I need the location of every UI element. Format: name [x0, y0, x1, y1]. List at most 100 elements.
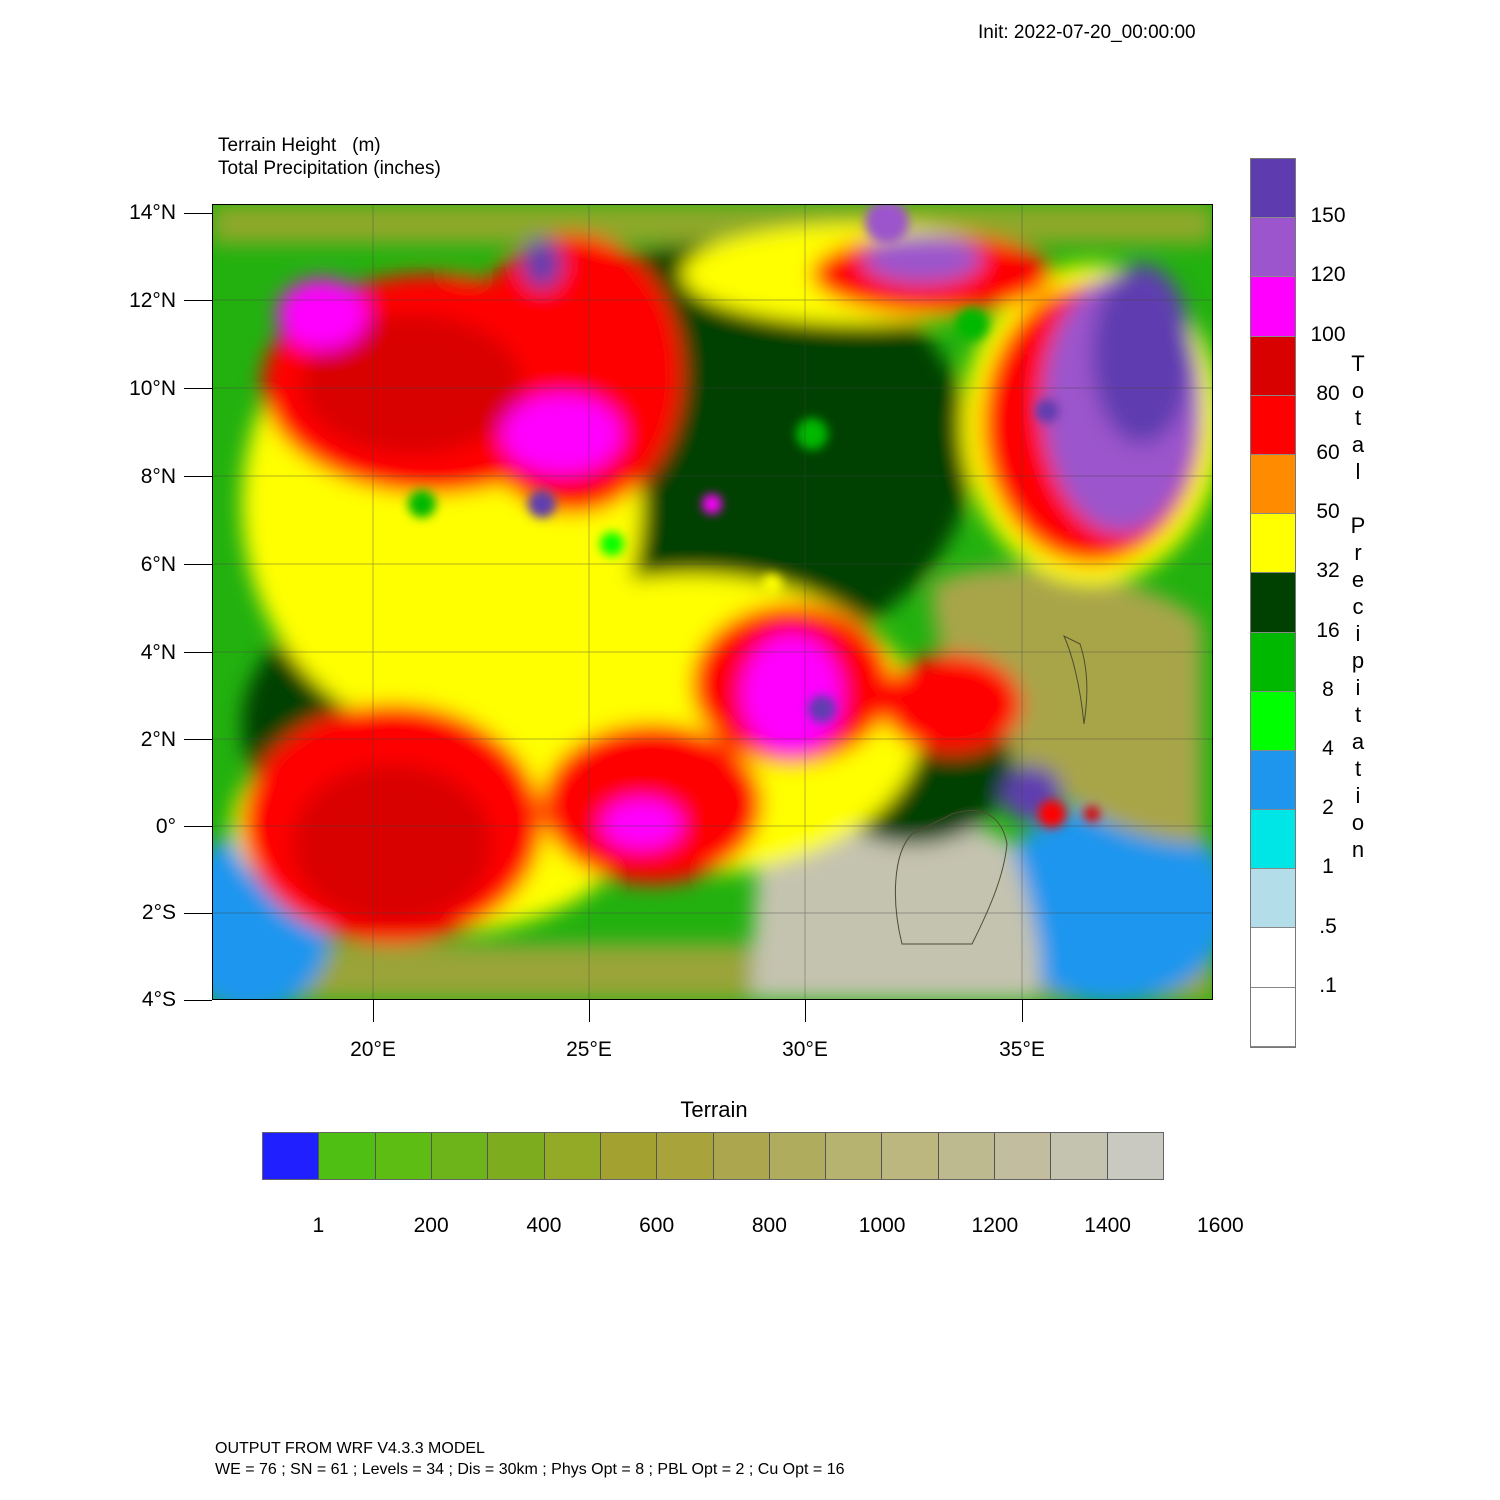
lat-label: 2°S: [141, 901, 176, 924]
terrain-colorbar-cell: [319, 1133, 376, 1179]
model-info: OUTPUT FROM WRF V4.3.3 MODEL WE = 76 ; S…: [215, 1438, 845, 1480]
precipitation-map: [212, 204, 1213, 1000]
precip-colorbar-label: 1: [1322, 855, 1334, 879]
precip-colorbar-label: 60: [1316, 441, 1340, 464]
precip-field-title: Total Precipitation (inches): [218, 158, 441, 179]
precip-colorbar-label: 100: [1310, 322, 1346, 346]
precip-colorbar-label: 150: [1310, 204, 1346, 228]
terrain-colorbar-label: 1600: [1197, 1214, 1244, 1237]
model-settings: WE = 76 ; SN = 61 ; Levels = 34 ; Dis = …: [215, 1461, 845, 1478]
terrain-colorbar-label: 600: [639, 1214, 675, 1237]
precip-legend-title-letter: i: [1355, 621, 1361, 646]
terrain-colorbar-label: 800: [751, 1214, 787, 1237]
map-border: [212, 204, 1213, 1000]
lake-victoria-outline: [895, 810, 1008, 945]
lat-tick: [184, 913, 212, 914]
init-time: Init: 2022-07-20_00:00:00: [978, 22, 1196, 43]
precip-colorbar-cell: [1251, 987, 1295, 1047]
precip-legend-title-letter: c: [1352, 594, 1364, 619]
lon-tick: [373, 1000, 374, 1022]
lat-label: 0°: [155, 815, 176, 838]
lat-tick: [184, 300, 212, 301]
model-version: OUTPUT FROM WRF V4.3.3 MODEL: [215, 1440, 485, 1457]
precip-colorbar-cell: [1251, 277, 1295, 337]
precip-colorbar-cell: [1251, 514, 1295, 574]
precip-legend-title-letter: n: [1351, 837, 1365, 862]
terrain-colorbar: [262, 1132, 1164, 1180]
precip-legend-title-letter: a: [1351, 432, 1365, 457]
precip-colorbar-cell: [1251, 632, 1295, 692]
terrain-colorbar-cell: [263, 1133, 320, 1179]
precip-legend-title-letter: e: [1351, 567, 1365, 592]
terrain-colorbar-cell: [1051, 1133, 1108, 1179]
precip-colorbar-cell: [1251, 395, 1295, 455]
precip-colorbar-label: 32: [1316, 559, 1340, 583]
terrain-colorbar-cell: [938, 1133, 996, 1179]
precip-colorbar-cell: [1251, 159, 1295, 219]
lat-label: 6°N: [140, 553, 176, 576]
precip-colorbar-cell: [1251, 750, 1295, 811]
lon-label: 35°E: [999, 1038, 1045, 1061]
terrain-colorbar-cell: [600, 1133, 658, 1179]
precip-colorbar-cell: [1251, 336, 1295, 396]
precip-colorbar-cell: [1251, 454, 1295, 515]
map-canvas: [212, 204, 1213, 1000]
lat-label: 10°N: [129, 377, 176, 400]
precip-legend-title-letter: o: [1351, 378, 1365, 403]
terrain-colorbar-cell: [375, 1133, 432, 1179]
lat-label: 14°N: [129, 201, 176, 224]
terrain-colorbar-cell: [995, 1133, 1052, 1179]
terrain-colorbar-label: 1200: [971, 1214, 1019, 1237]
lon-label: 25°E: [566, 1038, 612, 1061]
precip-legend-title-letter: a: [1351, 729, 1365, 754]
precip-legend-title-letter: T: [1351, 351, 1365, 376]
lat-label: 2°N: [140, 728, 176, 751]
precip-legend-title-letter: [1348, 485, 1368, 512]
terrain-colorbar-label: 1: [312, 1214, 325, 1237]
lat-label: 4°N: [140, 641, 176, 664]
lat-tick: [184, 213, 212, 214]
precip-legend-title-letter: t: [1354, 405, 1362, 430]
terrain-colorbar-cell: [544, 1133, 601, 1179]
terrain-colorbar-label: 200: [413, 1214, 449, 1237]
terrain-colorbar-cell: [657, 1133, 714, 1179]
precip-legend-title-letter: l: [1355, 459, 1361, 484]
lat-label: 12°N: [129, 289, 176, 312]
precip-colorbar-cell: [1251, 869, 1295, 929]
precip-legend-title-letter: i: [1355, 783, 1361, 808]
terrain-colorbar-cell: [769, 1133, 827, 1179]
precip-colorbar-cell: [1251, 928, 1295, 988]
precip-colorbar-cell: [1251, 218, 1295, 278]
lat-label: 8°N: [140, 465, 176, 488]
graticule: [212, 204, 1213, 1000]
precip-legend-title-letter: p: [1351, 648, 1365, 673]
precip-colorbar-cell: [1251, 573, 1295, 633]
precip-legend-title-letter: t: [1354, 756, 1362, 781]
precip-legend-title-letter: i: [1355, 675, 1361, 700]
terrain-colorbar-cell: [1107, 1133, 1163, 1179]
precip-colorbar-label: 80: [1316, 381, 1340, 405]
precip-colorbar-label: .5: [1319, 914, 1337, 938]
lat-tick: [184, 476, 212, 477]
precip-field: [212, 204, 1213, 1000]
field-titles: Terrain Height (m) Total Precipitation (…: [218, 134, 441, 180]
lat-tick: [184, 739, 212, 740]
precip-legend-title-letter: P: [1350, 513, 1366, 538]
precip-colorbar-label: 50: [1316, 500, 1340, 524]
precip-legend-title-letter: o: [1351, 810, 1365, 835]
precip-legend-title-letter: t: [1354, 702, 1362, 727]
terrain-colorbar-cell: [882, 1133, 939, 1179]
lat-label: 4°S: [141, 988, 176, 1011]
lake-turkana-outline: [1062, 634, 1088, 725]
precip-colorbar-label: 8: [1322, 677, 1334, 701]
terrain-field-title: Terrain Height (m): [218, 135, 381, 156]
terrain-colorbar-cell: [826, 1133, 883, 1179]
lon-tick: [805, 1000, 806, 1022]
precip-colorbar-cell: [1251, 810, 1295, 870]
precip-colorbar-label: 4: [1322, 737, 1334, 760]
lon-tick: [1022, 1000, 1023, 1022]
precip-legend-title-letter: r: [1354, 540, 1362, 565]
precip-colorbar: [1250, 158, 1296, 1048]
precip-colorbar-cell: [1251, 691, 1295, 751]
